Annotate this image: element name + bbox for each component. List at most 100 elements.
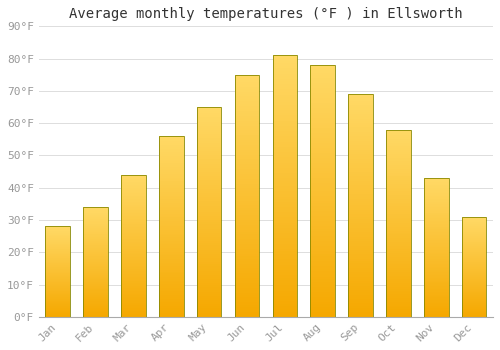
Bar — [84, 299, 108, 300]
Bar — [462, 292, 486, 293]
Bar — [121, 179, 146, 181]
Bar — [272, 254, 297, 257]
Bar — [84, 270, 108, 271]
Bar — [159, 290, 184, 292]
Bar — [234, 264, 260, 266]
Bar — [386, 246, 410, 247]
Bar — [234, 75, 260, 317]
Bar — [234, 150, 260, 152]
Bar — [348, 297, 373, 299]
Bar — [121, 209, 146, 210]
Bar — [424, 202, 448, 203]
Bar — [348, 190, 373, 192]
Bar — [386, 290, 410, 293]
Bar — [424, 221, 448, 222]
Bar — [46, 281, 70, 282]
Bar — [159, 143, 184, 145]
Bar — [46, 247, 70, 248]
Bar — [197, 296, 222, 298]
Bar — [310, 274, 335, 276]
Bar — [272, 100, 297, 103]
Bar — [310, 188, 335, 191]
Bar — [46, 245, 70, 246]
Bar — [348, 143, 373, 145]
Bar — [197, 285, 222, 287]
Bar — [272, 89, 297, 92]
Bar — [386, 165, 410, 167]
Bar — [46, 287, 70, 288]
Bar — [272, 144, 297, 147]
Bar — [234, 215, 260, 218]
Bar — [234, 220, 260, 222]
Bar — [348, 248, 373, 250]
Bar — [386, 255, 410, 257]
Bar — [462, 280, 486, 281]
Bar — [424, 239, 448, 240]
Bar — [159, 282, 184, 284]
Bar — [121, 193, 146, 195]
Bar — [234, 280, 260, 283]
Bar — [272, 79, 297, 82]
Bar — [159, 169, 184, 170]
Bar — [272, 212, 297, 215]
Bar — [462, 270, 486, 271]
Bar — [197, 247, 222, 250]
Bar — [310, 304, 335, 307]
Bar — [84, 229, 108, 230]
Bar — [272, 170, 297, 173]
Bar — [462, 282, 486, 283]
Bar — [121, 241, 146, 243]
Bar — [310, 105, 335, 108]
Bar — [84, 243, 108, 244]
Bar — [121, 182, 146, 183]
Bar — [84, 264, 108, 265]
Bar — [310, 226, 335, 229]
Bar — [159, 172, 184, 174]
Bar — [348, 268, 373, 270]
Bar — [348, 254, 373, 257]
Bar — [234, 312, 260, 314]
Bar — [121, 298, 146, 300]
Bar — [84, 221, 108, 222]
Bar — [424, 186, 448, 188]
Bar — [386, 307, 410, 309]
Bar — [234, 155, 260, 157]
Bar — [386, 180, 410, 182]
Bar — [197, 214, 222, 216]
Bar — [462, 248, 486, 249]
Bar — [197, 138, 222, 141]
Bar — [84, 285, 108, 286]
Bar — [121, 233, 146, 235]
Bar — [462, 249, 486, 250]
Bar — [462, 272, 486, 273]
Bar — [424, 264, 448, 265]
Bar — [159, 141, 184, 143]
Bar — [84, 242, 108, 243]
Bar — [84, 254, 108, 256]
Bar — [197, 116, 222, 118]
Bar — [197, 189, 222, 191]
Bar — [46, 288, 70, 289]
Bar — [272, 82, 297, 84]
Bar — [348, 225, 373, 228]
Bar — [424, 285, 448, 286]
Bar — [234, 210, 260, 213]
Bar — [121, 263, 146, 264]
Bar — [310, 133, 335, 135]
Bar — [386, 313, 410, 315]
Bar — [46, 269, 70, 270]
Bar — [46, 249, 70, 250]
Bar — [121, 260, 146, 261]
Bar — [121, 254, 146, 256]
Bar — [121, 311, 146, 313]
Bar — [386, 231, 410, 232]
Bar — [234, 184, 260, 186]
Bar — [234, 121, 260, 123]
Bar — [234, 118, 260, 121]
Bar — [121, 237, 146, 239]
Bar — [234, 234, 260, 237]
Bar — [84, 224, 108, 225]
Bar — [46, 244, 70, 245]
Bar — [424, 185, 448, 186]
Bar — [424, 229, 448, 231]
